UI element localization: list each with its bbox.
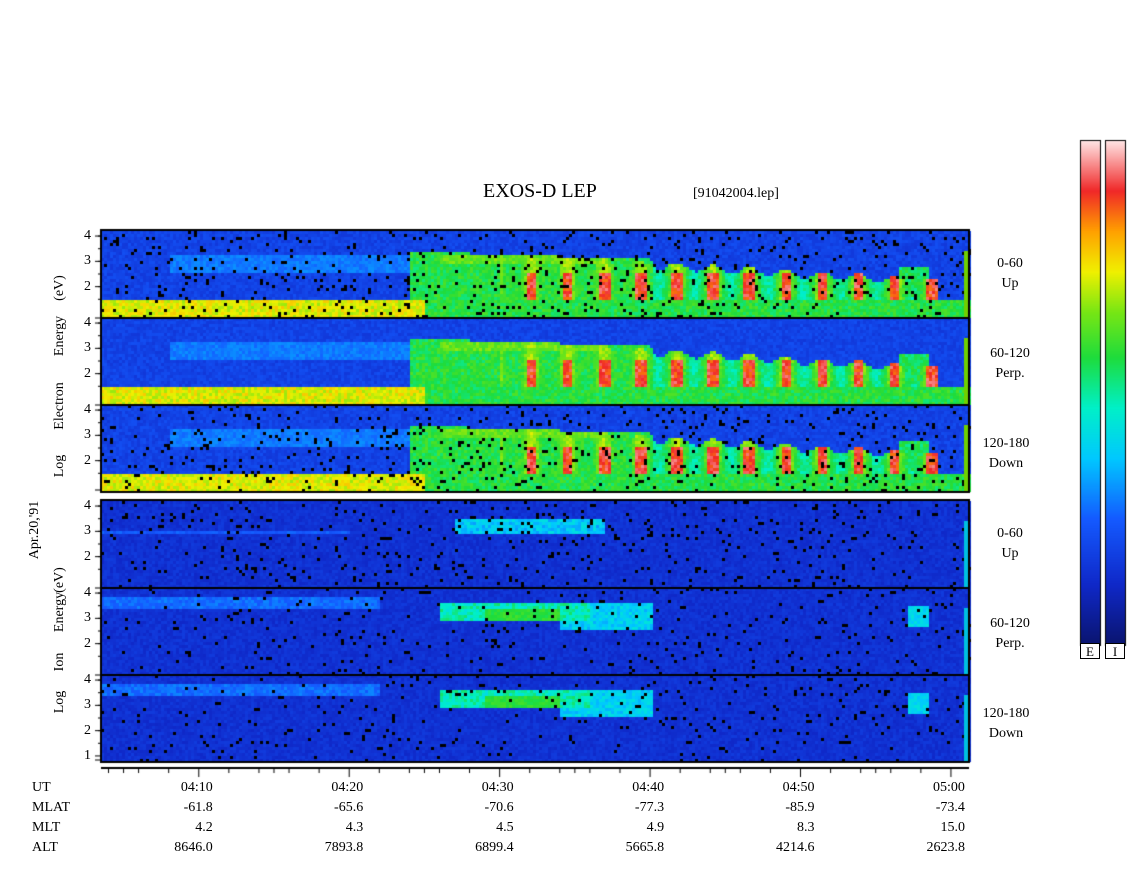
time-axis-alt-value: 6899.4: [475, 840, 514, 855]
y-tick-label: 2: [84, 635, 91, 651]
electron-panel-3-label: 120-180 Down: [966, 434, 1046, 474]
time-axis-ut-value: 04:10: [180, 780, 213, 795]
ion-panel-3-dir: Down: [988, 726, 1024, 741]
ion-panel-2-label: 60-120 Perp.: [970, 614, 1050, 654]
y-tick-label: 4: [84, 315, 91, 331]
row-label-alt: ALT: [32, 840, 58, 855]
y-tick-label: 3: [84, 610, 91, 626]
time-axis-mlat-value: -77.3: [634, 800, 665, 815]
time-axis-mlt-value: 4.5: [496, 820, 514, 835]
y-tick-label: 2: [84, 365, 91, 381]
y-tick-label: 3: [84, 697, 91, 713]
ion-panel-2-range: 60-120: [990, 616, 1030, 631]
electron-panel-1-range: 0-60: [997, 256, 1023, 271]
electron-panel-2-dir: Perp.: [995, 366, 1025, 381]
time-axis-mlat-value: -73.4: [935, 800, 965, 815]
time-axis-mlt-value: 8.3: [797, 820, 815, 835]
y-tick-label: 4: [84, 585, 91, 601]
date-label: Apr.20,'91: [27, 500, 42, 560]
time-axis-ut-value: 04:20: [331, 780, 364, 795]
time-axis-mlt-value: 4.9: [646, 820, 665, 835]
chart-title: EXOS-D LEP: [483, 180, 597, 202]
electron-ylabel-energy: Energy: [52, 315, 67, 357]
row-label-mlt: MLT: [32, 820, 61, 835]
time-axis-mlat-value: -65.6: [334, 800, 364, 815]
time-axis-mlt-value: 4.2: [195, 820, 213, 835]
y-tick-label: 1: [84, 747, 91, 763]
y-tick-label: 3: [84, 340, 91, 356]
electron-panel-3-dir: Down: [988, 456, 1024, 471]
time-axis-ut-value: 04:50: [782, 780, 815, 795]
row-label-mlat: MLAT: [32, 800, 71, 815]
time-axis-alt-value: 8646.0: [174, 840, 213, 855]
ion-panel-1-dir: Up: [1001, 546, 1019, 561]
y-tick-label: 2: [84, 278, 91, 294]
y-tick-label: 3: [84, 253, 91, 269]
ion-panel-1-label: 0-60 Up: [970, 524, 1050, 564]
row-label-ut: UT: [32, 780, 51, 795]
time-axis-mlt-value: 15.0: [940, 820, 965, 835]
time-axis-mlat-value: -70.6: [484, 800, 514, 815]
y-tick-label: 4: [84, 402, 91, 418]
time-axis-ut-value: 05:00: [933, 780, 965, 795]
y-tick-label: 3: [84, 523, 91, 539]
time-axis-alt-value: 7893.8: [324, 840, 364, 855]
time-axis-mlt-value: 4.3: [345, 820, 364, 835]
electron-panel-2-range: 60-120: [990, 346, 1030, 361]
time-axis-mlat-value: -85.9: [785, 800, 815, 815]
electron-ylabel-electron: Electron: [52, 382, 67, 430]
electron-panel-1-dir: Up: [1001, 276, 1019, 291]
electron-panel-2-label: 60-120 Perp.: [970, 344, 1050, 384]
ion-ylabel-log: Log: [52, 690, 67, 714]
y-tick-label: 2: [84, 452, 91, 468]
ion-panel-3-label: 120-180 Down: [966, 704, 1046, 744]
time-axis-alt-value: 5665.8: [625, 840, 665, 855]
electron-panel-3-range: 120-180: [982, 436, 1030, 451]
colorbar-label-i: I: [1105, 643, 1125, 659]
y-tick-label: 2: [84, 722, 91, 738]
electron-ylabel-log: Log: [52, 454, 67, 478]
colorbar-label-e: E: [1080, 643, 1100, 659]
y-tick-label: 3: [84, 427, 91, 443]
ion-panel-3-range: 120-180: [982, 706, 1030, 721]
time-axis-mlat-value: -61.8: [183, 800, 213, 815]
y-tick-label: 4: [84, 672, 91, 688]
time-axis-ut-value: 04:30: [481, 780, 514, 795]
electron-panel-1-label: 0-60 Up: [970, 254, 1050, 294]
time-axis-ut-value: 04:40: [632, 780, 665, 795]
file-name: [91042004.lep]: [693, 186, 779, 201]
time-axis-alt-value: 4214.6: [776, 840, 815, 855]
y-tick-label: 4: [84, 498, 91, 514]
time-axis-alt-value: 2623.8: [926, 840, 965, 855]
y-tick-label: 4: [84, 228, 91, 244]
ion-panel-1-range: 0-60: [997, 526, 1023, 541]
ion-panel-2-dir: Perp.: [995, 636, 1025, 651]
y-tick-label: 2: [84, 548, 91, 564]
